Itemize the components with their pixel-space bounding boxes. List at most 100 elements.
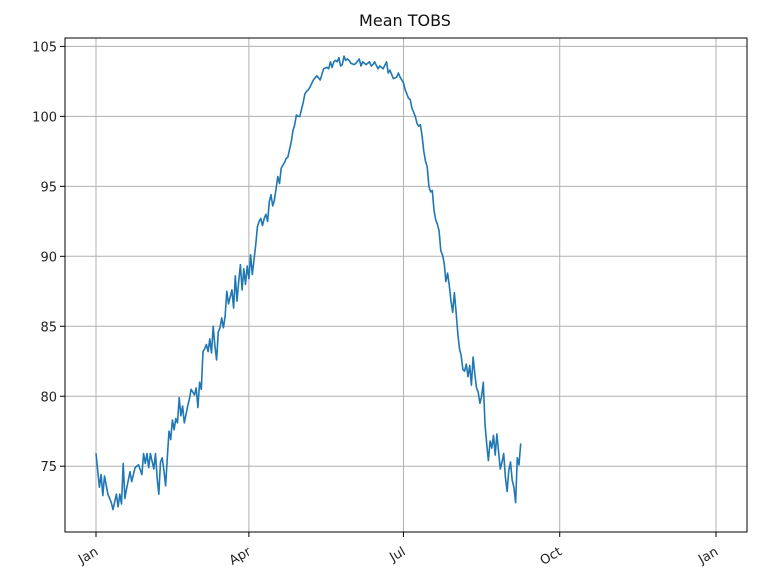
data-point bbox=[355, 62, 357, 64]
data-point bbox=[465, 363, 467, 365]
data-point bbox=[200, 388, 202, 390]
data-point bbox=[452, 311, 454, 313]
data-point bbox=[149, 453, 151, 455]
data-point bbox=[329, 61, 331, 63]
data-point bbox=[246, 265, 248, 267]
data-point bbox=[107, 493, 109, 495]
data-point bbox=[341, 64, 343, 66]
data-point bbox=[326, 66, 328, 68]
data-point bbox=[287, 156, 289, 158]
data-point bbox=[409, 99, 411, 101]
data-point bbox=[470, 384, 472, 386]
data-point bbox=[175, 418, 177, 420]
data-point bbox=[414, 115, 416, 117]
data-point bbox=[180, 415, 182, 417]
data-point bbox=[238, 280, 240, 283]
data-point bbox=[411, 107, 413, 109]
data-point bbox=[441, 254, 444, 256]
data-point bbox=[163, 469, 165, 471]
data-point bbox=[499, 468, 501, 470]
data-point bbox=[340, 65, 342, 67]
data-point bbox=[368, 61, 371, 63]
data-point bbox=[482, 381, 484, 383]
data-point bbox=[336, 61, 338, 63]
data-point bbox=[193, 394, 196, 396]
data-point bbox=[134, 467, 136, 469]
grid bbox=[65, 38, 747, 532]
data-point bbox=[292, 129, 294, 131]
data-point bbox=[382, 68, 384, 70]
series-layer bbox=[95, 55, 522, 511]
data-point bbox=[248, 278, 250, 280]
data-point bbox=[504, 476, 506, 478]
data-point bbox=[148, 467, 150, 469]
data-point bbox=[158, 493, 160, 495]
data-point bbox=[407, 97, 410, 99]
data-point bbox=[112, 509, 114, 511]
data-point bbox=[450, 300, 452, 302]
data-point bbox=[492, 434, 495, 436]
data-point bbox=[334, 59, 337, 62]
data-point bbox=[377, 68, 379, 70]
plot-frame bbox=[64, 37, 748, 533]
y-tick-label: 105 bbox=[32, 40, 57, 55]
data-point bbox=[280, 167, 282, 169]
data-point bbox=[501, 461, 503, 463]
data-point bbox=[234, 275, 236, 277]
data-point bbox=[243, 268, 245, 270]
data-point bbox=[265, 213, 267, 215]
data-point bbox=[302, 101, 304, 103]
data-point bbox=[307, 89, 309, 91]
data-point bbox=[423, 150, 425, 152]
data-point bbox=[365, 64, 367, 66]
data-point bbox=[226, 290, 228, 292]
data-point bbox=[251, 273, 253, 276]
data-point bbox=[323, 68, 325, 70]
data-point bbox=[508, 469, 510, 471]
data-point bbox=[278, 182, 281, 185]
data-point bbox=[207, 350, 209, 353]
data-point bbox=[487, 460, 489, 462]
data-point bbox=[224, 315, 226, 318]
data-point bbox=[144, 462, 146, 464]
data-point bbox=[190, 388, 192, 390]
data-point bbox=[399, 76, 401, 78]
data-point bbox=[222, 327, 224, 329]
data-point bbox=[489, 440, 491, 442]
data-point bbox=[183, 422, 185, 424]
data-point bbox=[173, 429, 175, 431]
data-point bbox=[290, 141, 292, 143]
data-point bbox=[98, 486, 100, 488]
data-point bbox=[513, 486, 515, 488]
data-point bbox=[396, 76, 398, 78]
data-point bbox=[503, 453, 505, 455]
data-point bbox=[285, 157, 287, 159]
data-point bbox=[115, 493, 117, 495]
data-point bbox=[195, 387, 197, 389]
data-point bbox=[316, 75, 318, 77]
data-point bbox=[103, 475, 106, 477]
data-point bbox=[370, 65, 372, 67]
data-point bbox=[205, 343, 207, 346]
data-point bbox=[171, 419, 173, 421]
data-point bbox=[518, 464, 520, 466]
data-point bbox=[214, 345, 216, 347]
data-point bbox=[229, 296, 231, 298]
axis-ticks bbox=[60, 45, 717, 537]
data-point bbox=[440, 250, 442, 252]
data-point bbox=[379, 65, 381, 67]
data-point bbox=[467, 376, 469, 378]
data-point bbox=[516, 457, 518, 459]
data-point bbox=[457, 332, 459, 334]
data-point bbox=[95, 453, 97, 455]
data-point bbox=[402, 82, 405, 84]
data-point bbox=[146, 453, 148, 455]
y-tick-label: 85 bbox=[40, 320, 57, 335]
data-point bbox=[233, 307, 235, 309]
data-point bbox=[260, 217, 262, 220]
data-point bbox=[117, 506, 119, 508]
data-point bbox=[122, 462, 124, 464]
data-point bbox=[131, 481, 133, 483]
data-point bbox=[141, 474, 143, 476]
